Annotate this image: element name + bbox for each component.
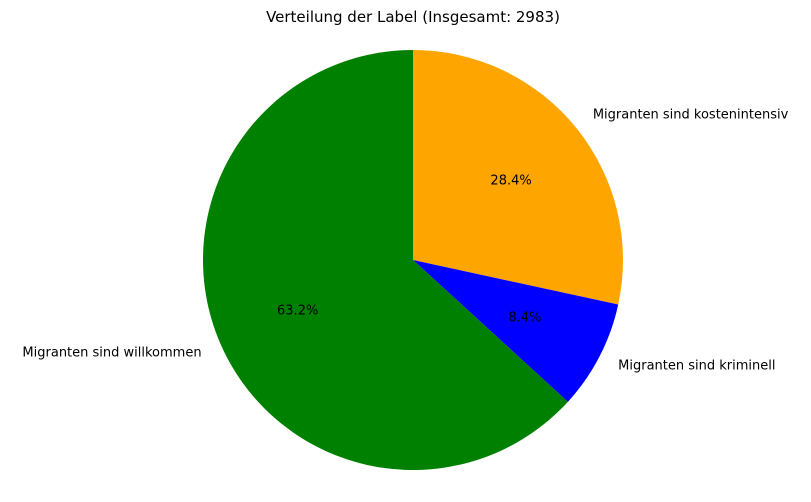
slice-label-migranten-sind-kostenintensiv: Migranten sind kostenintensiv — [593, 108, 789, 123]
pie-slice-migranten-sind-kostenintensiv — [413, 50, 624, 305]
pct-label-migranten-sind-kriminell: 8.4% — [508, 310, 541, 325]
chart-title: Verteilung der Label (Insgesamt: 2983) — [266, 8, 560, 26]
pie-slice-migranten-sind-kriminell — [413, 260, 619, 402]
pct-label-migranten-sind-kostenintensiv: 28.4% — [490, 173, 531, 188]
pct-label-migranten-sind-willkommen: 63.2% — [277, 303, 318, 318]
pie-slice-migranten-sind-willkommen — [203, 50, 568, 470]
slice-label-migranten-sind-kriminell: Migranten sind kriminell — [618, 359, 775, 374]
slice-label-migranten-sind-willkommen: Migranten sind willkommen — [22, 346, 201, 361]
